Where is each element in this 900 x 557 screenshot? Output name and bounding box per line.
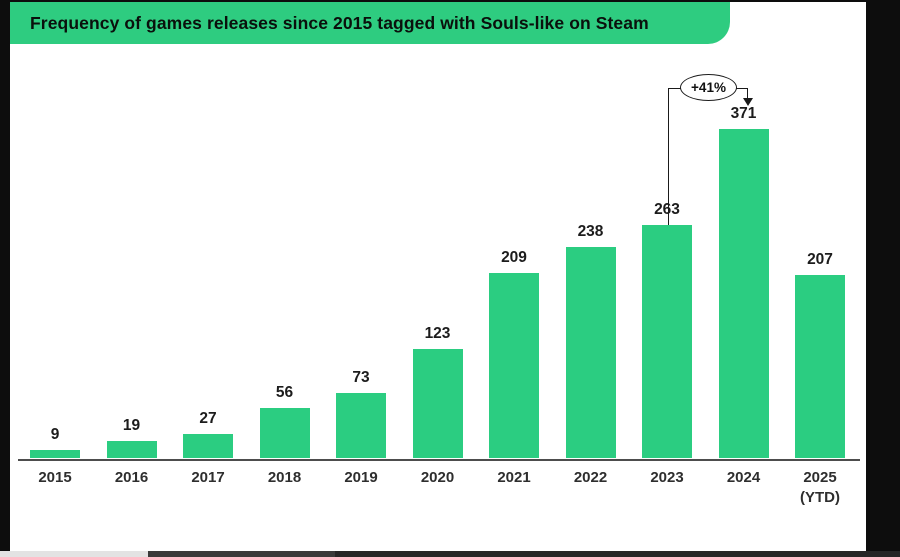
x-tick-label: 2016 xyxy=(114,469,149,486)
x-tick-label: 2024 xyxy=(726,469,761,486)
x-tick-label: 2022 xyxy=(573,469,608,486)
annotation-connector-top-right xyxy=(736,88,748,89)
video-progress-bar[interactable] xyxy=(0,551,900,557)
bar-2020 xyxy=(412,349,463,458)
bar-value-label: 209 xyxy=(501,249,527,266)
pct-change-badge: +41% xyxy=(680,74,737,101)
bar-2025 xyxy=(795,275,845,458)
x-tick-sublabel: (YTD) xyxy=(800,489,840,506)
x-tick-label: 2021 xyxy=(497,469,531,486)
bar-value-label: 56 xyxy=(275,384,294,401)
bar-value-label: 9 xyxy=(50,426,60,443)
bar-value-label: 27 xyxy=(199,410,217,427)
bar-2017 xyxy=(183,434,233,458)
bar-chart: 9 2015 19 2016 27 2017 56 2018 73 2019 123 2020 209 2… xyxy=(10,2,866,551)
x-tick-label: 2020 xyxy=(420,469,455,486)
x-tick-label: 2018 xyxy=(267,469,302,486)
pct-change-label: +41% xyxy=(691,80,726,95)
title-banner: Frequency of games releases since 2015 t… xyxy=(10,2,730,44)
bar-2022 xyxy=(565,247,616,458)
bar-2021 xyxy=(489,273,539,458)
x-tick-label: 2017 xyxy=(191,469,225,486)
bar-value-label: 123 xyxy=(424,325,451,342)
annotation-connector-left xyxy=(668,88,669,225)
annotation-arrow-shaft xyxy=(747,88,748,98)
bar-2015 xyxy=(30,450,80,458)
bar-value-label: 19 xyxy=(122,417,141,434)
bar-2019 xyxy=(336,393,386,458)
annotation-connector-top-left xyxy=(668,88,682,89)
bar-2023 xyxy=(642,225,692,458)
bar-2016 xyxy=(106,441,157,458)
arrow-down-icon xyxy=(743,98,753,106)
x-tick-label: 2023 xyxy=(650,469,684,486)
bar-value-label: 207 xyxy=(807,251,833,268)
chart-title: Frequency of games releases since 2015 t… xyxy=(30,12,649,33)
x-tick-label: 2019 xyxy=(344,469,378,486)
bar-2024 xyxy=(718,129,769,458)
bar-2018 xyxy=(259,408,310,458)
bar-value-label: 73 xyxy=(352,369,370,386)
progress-buffer xyxy=(148,551,335,557)
bar-value-label: 238 xyxy=(577,223,604,240)
x-tick-label: 2015 xyxy=(38,469,72,486)
x-tick-label: 2025 (YTD) xyxy=(775,468,865,508)
progress-played xyxy=(0,551,148,557)
chart-canvas: Frequency of games releases since 2015 t… xyxy=(10,2,866,551)
x-axis-line xyxy=(18,459,860,461)
bar-value-label: 263 xyxy=(654,201,680,218)
bar-value-label: 371 xyxy=(730,105,757,122)
